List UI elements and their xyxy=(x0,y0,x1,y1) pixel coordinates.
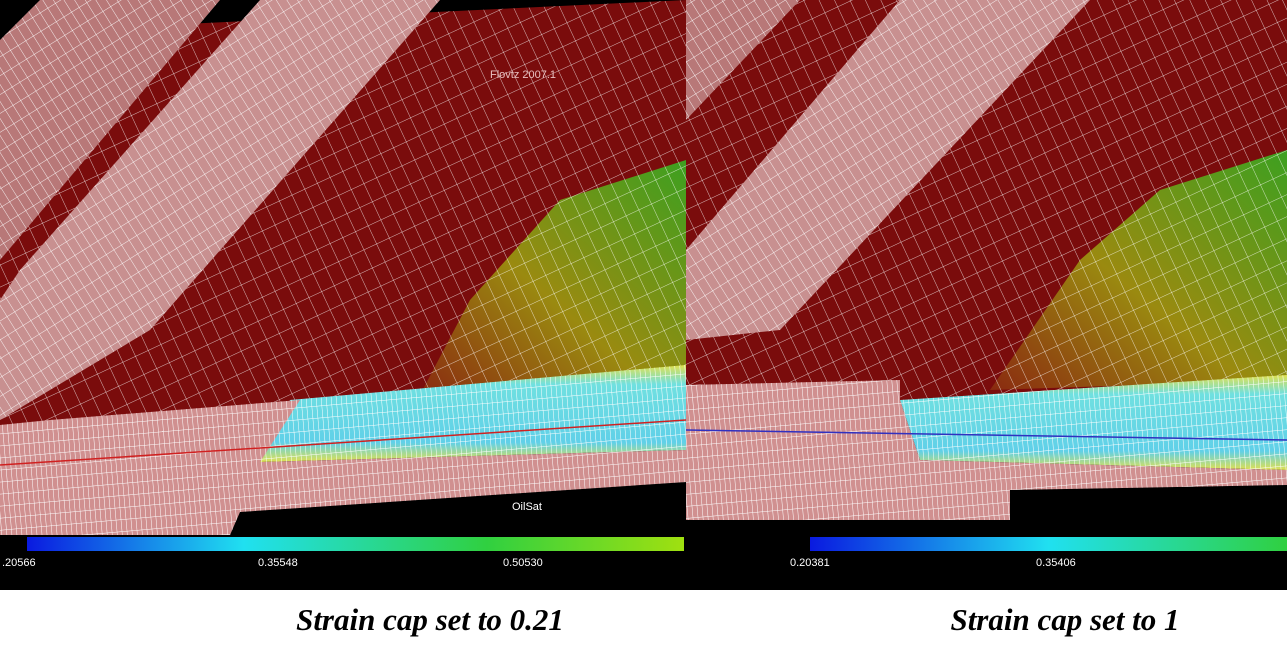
colorbar-title: OilSat xyxy=(512,501,542,513)
colorbar-label: .20566 xyxy=(2,557,36,569)
colorbar xyxy=(810,537,1287,551)
colorbar-label: 0.50530 xyxy=(503,557,543,569)
watermark: Flovtz 2007.1 xyxy=(490,69,556,81)
caption: Strain cap set to 0.21 xyxy=(296,602,564,637)
colorbar-label: 0.20381 xyxy=(790,557,830,569)
page: Flovtz 2007.1 OilSat .20566 0.35548 0.50… xyxy=(0,0,1287,646)
right-view: 0.20381 0.35406 xyxy=(686,0,1287,590)
figure: Flovtz 2007.1 OilSat .20566 0.35548 0.50… xyxy=(0,0,1287,646)
colorbar-label: 0.35548 xyxy=(258,557,298,569)
colorbar xyxy=(27,537,684,551)
caption: Strain cap set to 1 xyxy=(950,602,1179,637)
colorbar-label: 0.35406 xyxy=(1036,557,1076,569)
left-view: Flovtz 2007.1 OilSat .20566 0.35548 0.50… xyxy=(0,0,686,590)
